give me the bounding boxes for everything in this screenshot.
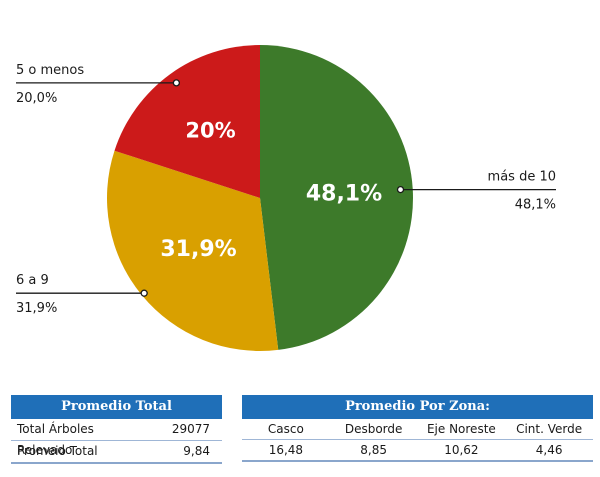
callout-value-label: 31,9% (16, 301, 57, 316)
callout-value-label: 20,0% (16, 91, 57, 106)
total-arboles-label: Total Árboles Relevado (17, 422, 94, 457)
zona-val-casco: 16,48 (268, 443, 304, 457)
callout-category-label: 5 o menos (16, 63, 84, 78)
promedio-total-label: Promeio Total (17, 444, 98, 458)
callout-category-label: 6 a 9 (16, 273, 49, 288)
zona-values-row: 16,48 8,85 10,62 4,46 (242, 440, 593, 462)
promedio-total-header: Promedio Total (11, 395, 222, 419)
slice-percent-label: 48,1% (306, 182, 382, 207)
total-arboles-value: 29077 (171, 422, 210, 436)
slice-percent-label: 20% (185, 118, 235, 142)
callout-dot (140, 289, 148, 297)
promedio-zona-header: Promedio Por Zona: (242, 395, 593, 419)
callout-dot (396, 185, 405, 194)
zona-val-eje-noreste: 10,62 (444, 443, 479, 457)
callout-category-label: más de 10 (488, 170, 556, 185)
callout-dot (172, 79, 181, 87)
pie-slice (114, 45, 261, 198)
promedio-zona-table: Promedio Por Zona: Casco Desborde Eje No… (242, 395, 593, 462)
callout-value-label: 48,1% (515, 198, 556, 213)
zona-col-eje-noreste: Eje Noreste (426, 422, 496, 436)
zona-columns-row: Casco Desborde Eje Noreste Cint. Verde (242, 419, 593, 440)
zona-col-cint-verde: Cint. Verde (516, 422, 583, 436)
pie-chart: 48,1% más de 10 48,1% 31,9% 6 a 9 31,9% 20% 5 o… (16, 45, 556, 351)
slice-percent-label: 31,9% (160, 237, 236, 262)
promedio-total-table: Promedio Total Total Árboles Relevado 29… (11, 395, 222, 464)
zona-val-cint-verde: 4,46 (535, 443, 563, 457)
promedio-total-value: 9,84 (183, 444, 210, 458)
zona-val-desborde: 8,85 (360, 443, 387, 457)
table-row: Total Árboles Relevado 29077 (11, 419, 222, 457)
zona-col-desborde: Desborde (344, 422, 403, 436)
zona-col-casco: Casco (267, 422, 304, 436)
table-row: Promeio Total 9,84 (11, 441, 222, 464)
pie-slice (260, 45, 413, 350)
pie-slice (106, 150, 279, 351)
